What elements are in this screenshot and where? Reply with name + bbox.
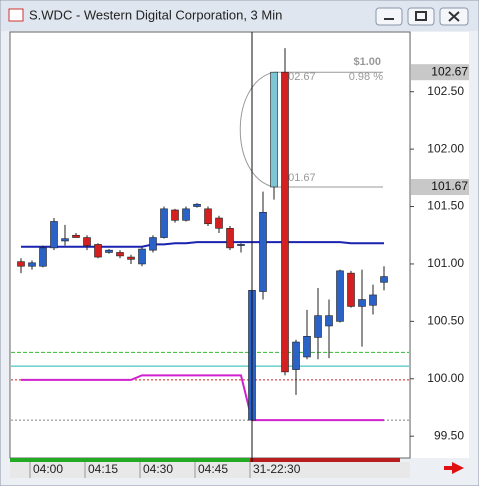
candle-body (237, 244, 245, 246)
y-tick-label: 100.00 (427, 371, 464, 385)
candle-body (28, 262, 36, 267)
close-icon (448, 11, 460, 22)
candle-body (347, 272, 355, 307)
candle-body (215, 217, 223, 229)
price-marker-box (411, 179, 469, 196)
price-marker-label: 101.67 (431, 179, 468, 193)
candle-body (160, 208, 168, 238)
indicator-line (21, 374, 384, 422)
candle-body (105, 249, 113, 253)
y-tick-label: 101.00 (427, 256, 464, 270)
scroll-arrow[interactable] (444, 462, 464, 474)
candle-body (226, 228, 234, 249)
candle-body (39, 247, 47, 267)
measure-high-label: 102.67 (282, 71, 316, 83)
candle-body (281, 71, 289, 373)
app-icon (8, 8, 24, 22)
candle-body (138, 248, 146, 265)
candle-body (171, 209, 179, 221)
measure-change: $1.00 (353, 56, 381, 68)
candle-body (303, 335, 311, 358)
candle-body (127, 256, 135, 260)
candle-body (204, 208, 212, 225)
candle-body (259, 211, 267, 292)
y-tick-label: 100.50 (427, 314, 464, 328)
y-tick-label: 102.50 (427, 84, 464, 98)
candle-body (116, 252, 124, 257)
measure-percent: 0.98 % (349, 71, 383, 83)
candle-body (94, 244, 102, 258)
candle-body (380, 276, 388, 283)
y-tick-label: 101.50 (427, 199, 464, 213)
y-tick-label: 102.00 (427, 141, 464, 155)
candle-body (149, 237, 157, 251)
session-bar-b (250, 458, 400, 462)
candle-body (182, 208, 190, 221)
y-axis-area (411, 32, 469, 458)
candle-body (193, 203, 201, 207)
candle-body (314, 315, 322, 338)
candle-body (17, 261, 25, 267)
measure-low-label: 101.67 (282, 172, 316, 184)
session-bar-a (10, 458, 250, 462)
candle-body (325, 315, 333, 327)
y-tick-label: 99.50 (434, 428, 464, 442)
plot-area (9, 31, 411, 459)
x-tick-label: 04:15 (88, 462, 118, 476)
minimize-button[interactable] (375, 7, 403, 26)
indicator-line (21, 241, 384, 248)
price-marker-label: 102.67 (431, 64, 468, 78)
candle-body (369, 294, 377, 306)
x-tick-label: 04:30 (143, 462, 173, 476)
maximize-icon (415, 11, 427, 21)
x-tick-label: 04:00 (33, 462, 63, 476)
candle-body (50, 221, 58, 249)
candle-body (358, 299, 366, 307)
x-tick-label: 04:45 (198, 462, 228, 476)
x-axis-area (10, 462, 410, 478)
candle-body (292, 341, 300, 370)
candle-body (270, 71, 278, 188)
maximize-button[interactable] (407, 7, 435, 26)
candle-body (72, 234, 80, 238)
candle-body (336, 270, 344, 322)
x-tick-label: 31-22:30 (253, 462, 301, 476)
measure-arc (239, 71, 275, 188)
price-marker-box (411, 64, 469, 81)
window-title: S.WDC - Western Digital Corporation, 3 M… (29, 7, 282, 22)
candle-body (83, 237, 91, 246)
candle-body (61, 238, 69, 242)
